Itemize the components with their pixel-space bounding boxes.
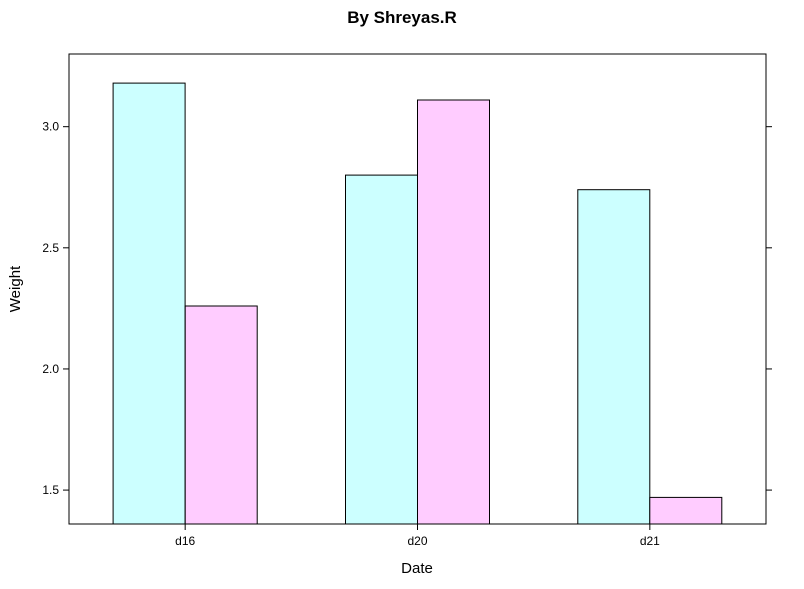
bars-group: [112, 82, 723, 525]
bar-d20-series-1: [345, 174, 418, 525]
bar-d21-series-1: [577, 189, 651, 525]
x-tick-label-d16: d16: [175, 534, 195, 548]
y-tick-label: 3.0: [42, 120, 59, 134]
x-tick-label-d21: d21: [640, 534, 660, 548]
bar-d16-series-1: [112, 82, 186, 525]
y-tick-label: 1.5: [42, 483, 59, 497]
x-axis-label: Date: [401, 560, 433, 577]
y-tick-label: 2.5: [42, 241, 59, 255]
y-tick-label: 2.0: [42, 362, 59, 376]
x-tick-label-d20: d20: [407, 534, 427, 548]
bar-d20-series-2: [417, 99, 490, 525]
chart-title: By Shreyas.R: [347, 8, 457, 27]
y-axis-label: Weight: [7, 265, 24, 312]
y-axis-ticks: 1.5 2.0 2.5 3.0: [42, 120, 772, 497]
bar-d16-series-2: [184, 305, 258, 525]
bar-d21-series-2: [649, 496, 723, 525]
x-axis-ticks: d16 d20 d21: [175, 524, 660, 548]
